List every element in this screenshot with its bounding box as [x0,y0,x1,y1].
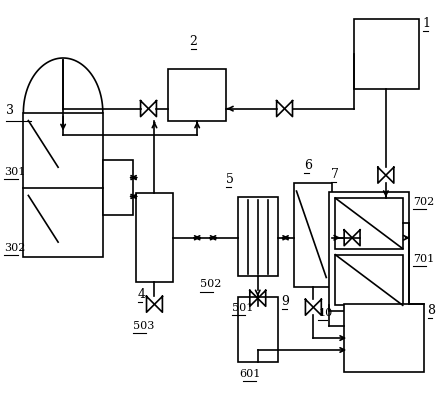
Bar [103,160,132,215]
Text: 4: 4 [138,288,146,301]
Bar [335,255,403,305]
Text: 502: 502 [200,279,222,290]
Bar [238,197,278,277]
Text: 9: 9 [282,295,289,308]
Text: 301: 301 [4,167,26,177]
Bar [354,19,419,89]
Text: 302: 302 [4,243,26,253]
Text: 1: 1 [423,17,431,30]
Text: 7: 7 [331,168,339,181]
Bar [136,193,173,282]
Bar [23,113,103,257]
Bar [329,192,409,311]
Text: 2: 2 [189,34,197,48]
Text: 503: 503 [132,321,154,331]
Bar [295,183,332,288]
Text: 702: 702 [413,197,434,207]
Bar [238,297,278,362]
Bar [335,198,403,249]
Text: 601: 601 [239,369,260,379]
Text: 8: 8 [427,304,435,317]
Text: 10: 10 [319,308,333,318]
Text: 5: 5 [226,173,234,185]
Text: 501: 501 [232,303,253,313]
Bar [168,69,226,121]
Text: 701: 701 [413,254,434,264]
Bar [344,304,424,372]
Text: 3: 3 [7,104,15,117]
Text: 6: 6 [304,159,312,172]
